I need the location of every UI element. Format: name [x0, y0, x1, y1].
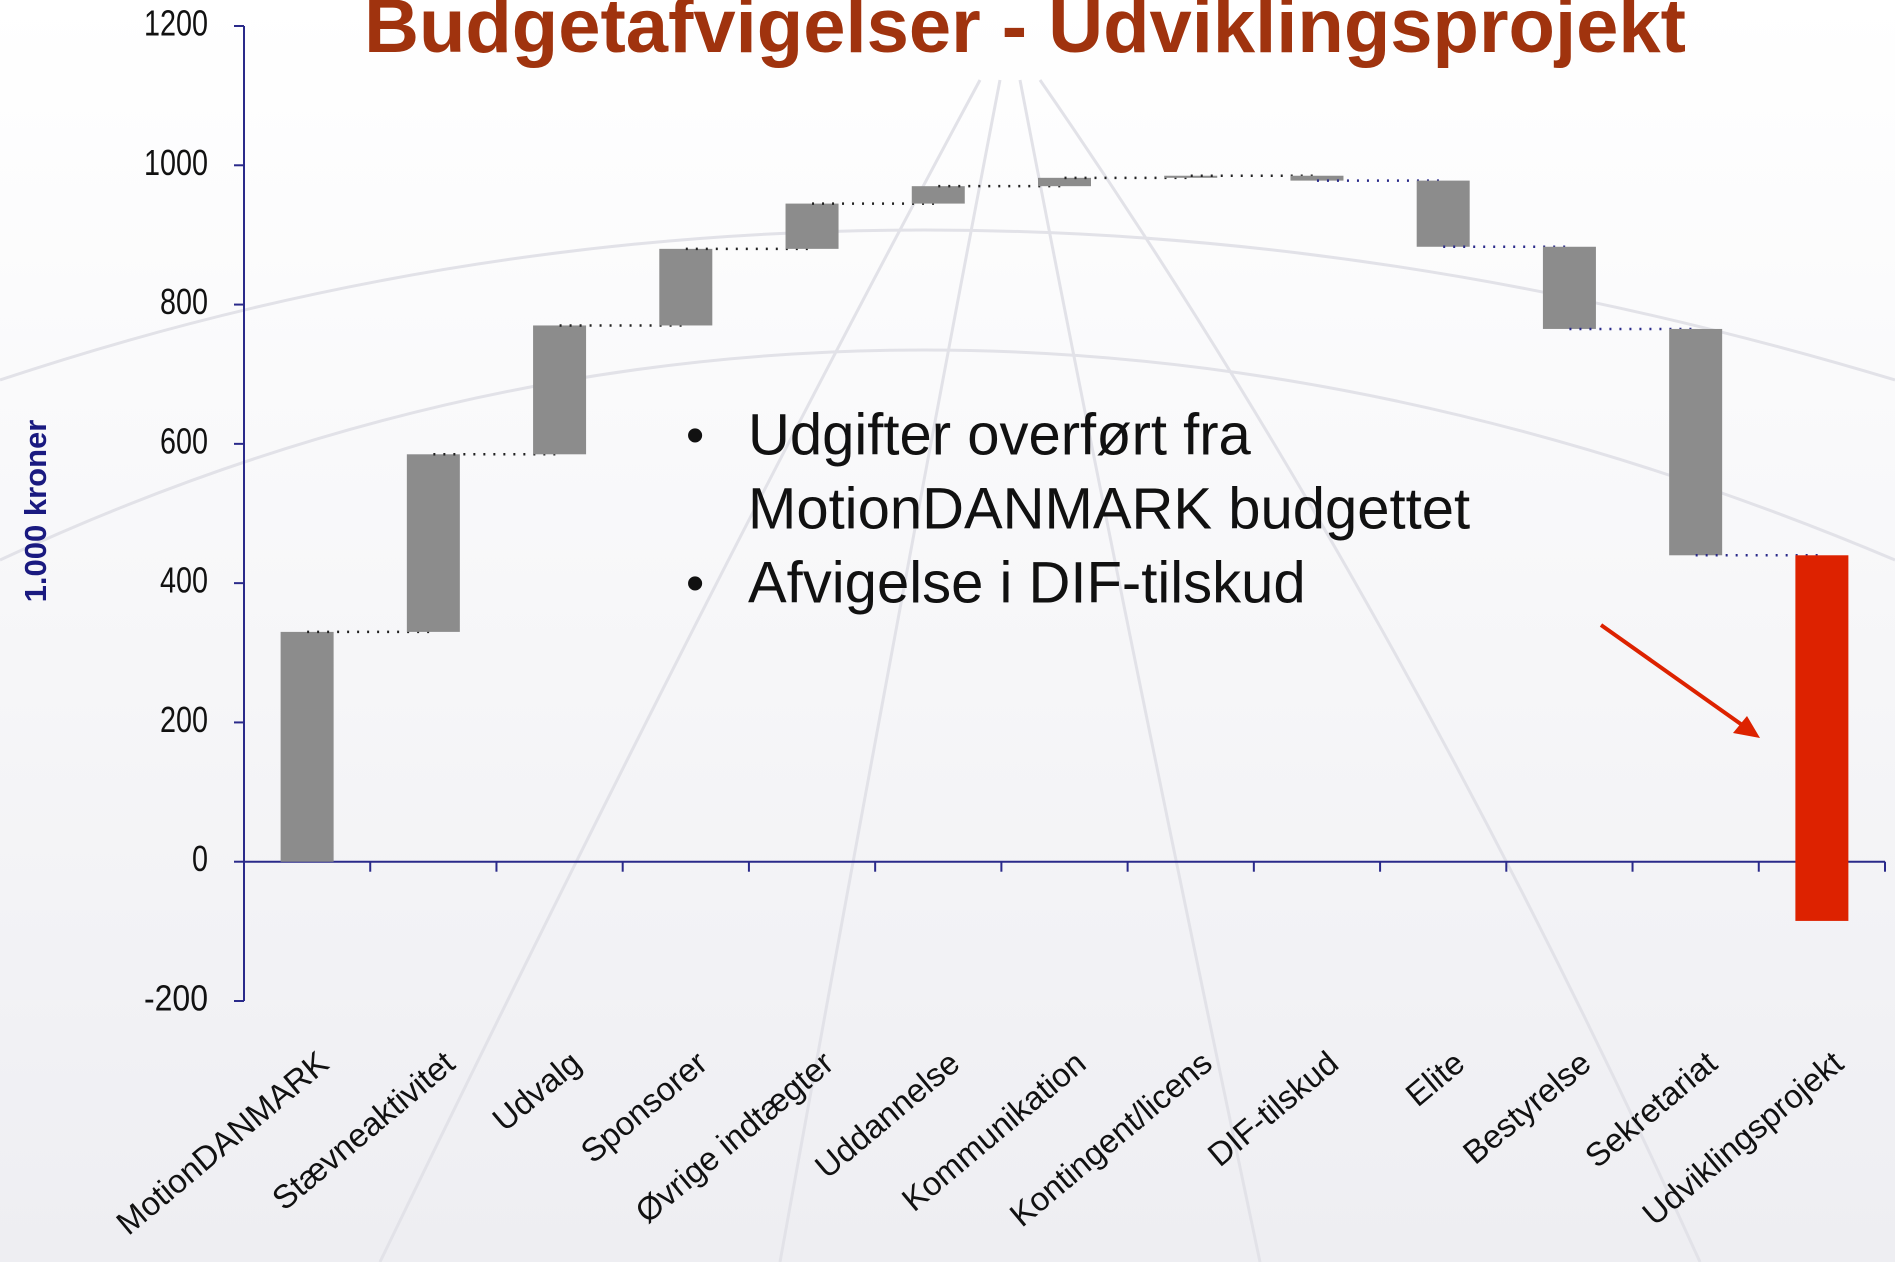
arrow: [1599, 623, 1747, 729]
arrow-head: [1733, 716, 1760, 738]
bar: [533, 325, 587, 455]
bar: [280, 631, 334, 862]
annotation: Afvigelse i DIF-tilskud: [748, 550, 1306, 615]
y-axis-label: 1.000 kroner: [18, 420, 53, 603]
y-tick-label: -200: [144, 978, 208, 1019]
bar: [1542, 246, 1596, 329]
bar: [1290, 175, 1344, 181]
bar: [1795, 555, 1849, 921]
y-tick-label: 200: [160, 699, 208, 740]
bar: [1416, 180, 1470, 247]
bar: [1669, 328, 1723, 556]
y-tick-label: 1000: [144, 142, 208, 183]
annotation: Udgifter overført fra: [748, 402, 1252, 467]
y-tick-label: 0: [192, 838, 208, 879]
background-track: [0, 79, 1895, 1262]
annotation: MotionDANMARK budgettet: [748, 476, 1470, 541]
y-tick-label: 600: [160, 420, 208, 461]
chart-title: Budgetafvigelser - Udviklingsprojekt: [364, 0, 1686, 69]
bar: [911, 186, 965, 204]
bar: [785, 203, 839, 249]
bar: [659, 248, 713, 326]
y-tick-label: 400: [160, 560, 208, 601]
bar: [1038, 177, 1091, 187]
bullet: •: [686, 555, 704, 613]
bullet: •: [686, 407, 704, 465]
y-tick-label: 1200: [144, 3, 208, 44]
y-tick-label: 800: [160, 281, 208, 322]
bar: [406, 454, 460, 632]
